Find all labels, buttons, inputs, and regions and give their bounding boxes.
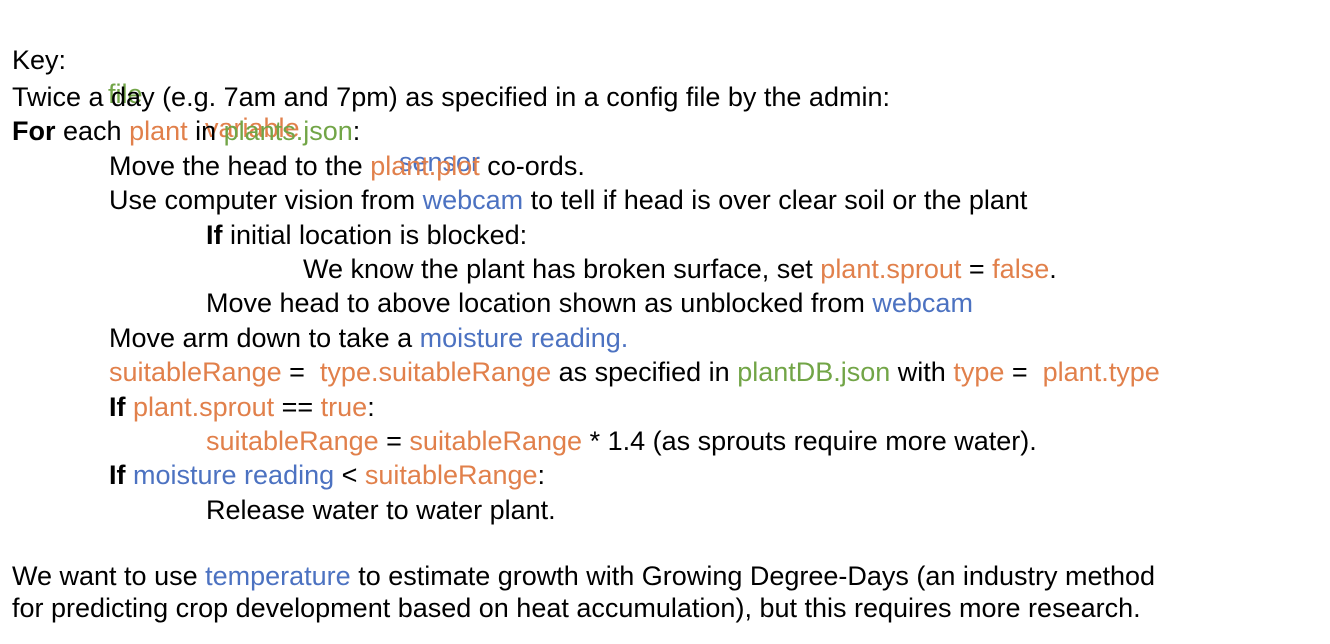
segment-text: = <box>378 426 410 456</box>
segment-text: : <box>537 460 546 491</box>
segment-text: If <box>109 460 126 491</box>
segment-variable: suitableRange <box>409 426 583 456</box>
segment-text: each <box>55 116 130 147</box>
segment-text: We want to use <box>12 561 206 591</box>
segment-text: = <box>1004 357 1043 388</box>
segment-text: Use computer vision from <box>109 185 423 216</box>
segment-text: For <box>12 116 56 147</box>
text-line-use-vision: Use computer vision from webcam to tell … <box>109 183 1027 217</box>
segment-variable: plant.type <box>1042 357 1160 388</box>
segment-text: If <box>206 219 223 250</box>
segment-variable: plant.sprout <box>133 391 275 422</box>
segment-text: We know the plant has broken surface, se… <box>303 254 821 284</box>
segment-text: co-ords. <box>479 150 585 181</box>
segment-text: with <box>890 357 954 388</box>
key-variable: variable <box>205 113 300 143</box>
segment-text: : <box>367 391 375 422</box>
segment-variable: suitableRange <box>109 357 282 388</box>
text-line-broken-surface: We know the plant has broken surface, se… <box>303 252 1057 286</box>
text-line-if-sprout: If plant.sprout == true: <box>109 390 375 424</box>
segment-text: Twice a day (e.g. 7am and 7pm) as specif… <box>12 82 890 112</box>
key-sensor: sensor <box>399 147 481 177</box>
segment-file: plants.json <box>223 116 353 147</box>
text-line-move-unblocked: Move head to above location shown as unb… <box>206 286 973 320</box>
segment-variable: plant.sprout <box>820 254 962 284</box>
text-line-gdd-line-2: for predicting crop development based on… <box>12 591 1141 625</box>
segment-text: as specified in <box>551 357 738 388</box>
segment-text: * 1.4 (as sprouts require more water). <box>582 426 1037 456</box>
segment-text: Move arm down to take a <box>109 322 420 353</box>
segment-variable: type.suitableRange <box>319 357 552 388</box>
segment-text: to estimate growth with Growing Degree-D… <box>350 561 1156 591</box>
segment-text: Move head to above location shown as unb… <box>206 288 873 319</box>
segment-text <box>126 392 134 422</box>
text-line-if-moisture: If moisture reading < suitableRange: <box>109 458 545 492</box>
key-legend: Key: file variable sensor <box>12 9 612 177</box>
segment-text: == <box>274 391 321 422</box>
text-line-move-head: Move the head to the plant.plot co-ords. <box>109 149 585 183</box>
segment-sensor: moisture reading. <box>419 322 629 353</box>
segment-text: initial location is blocked: <box>222 219 528 250</box>
segment-text: in <box>187 116 224 147</box>
segment-text: If <box>109 391 126 422</box>
segment-sensor: temperature <box>205 561 351 591</box>
segment-variable: true <box>320 391 368 422</box>
text-line-gdd-line-1: We want to use temperature to estimate g… <box>12 559 1155 593</box>
text-line-release-water: Release water to water plant. <box>206 493 556 527</box>
text-line-if-blocked: If initial location is blocked: <box>206 218 527 252</box>
segment-text: Move the head to the <box>109 150 371 181</box>
text-line-schedule-intro: Twice a day (e.g. 7am and 7pm) as specif… <box>12 80 890 114</box>
segment-file: plantDB.json <box>737 357 891 388</box>
text-line-move-arm: Move arm down to take a moisture reading… <box>109 321 628 355</box>
segment-variable: false <box>992 254 1050 284</box>
segment-text <box>126 460 134 490</box>
segment-text: = <box>961 254 993 284</box>
segment-text: < <box>334 460 365 491</box>
segment-variable: suitableRange <box>206 426 379 456</box>
text-line-range-multiply: suitableRange = suitableRange * 1.4 (as … <box>206 424 1037 458</box>
segment-sensor: moisture reading <box>133 460 335 491</box>
segment-text: for predicting crop development based on… <box>12 593 1141 623</box>
segment-text: : <box>352 116 361 147</box>
text-line-suitable-range: suitableRange = type.suitableRange as sp… <box>109 355 1160 389</box>
segment-variable: type <box>953 357 1005 388</box>
text-line-for-each-plant: For each plant in plants.json: <box>12 114 360 148</box>
segment-variable: suitableRange <box>364 460 538 491</box>
key-label: Key: <box>12 45 67 75</box>
segment-sensor: webcam <box>422 185 524 216</box>
segment-text: Release water to water plant. <box>206 494 556 525</box>
segment-variable: plant <box>129 116 188 147</box>
segment-text: . <box>1049 254 1057 284</box>
segment-variable: plant.plot <box>370 150 480 181</box>
segment-text: = <box>281 357 320 388</box>
segment-sensor: webcam <box>872 288 973 319</box>
segment-text: to tell if head is over clear soil or th… <box>523 185 1028 216</box>
key-file: file <box>108 79 143 109</box>
